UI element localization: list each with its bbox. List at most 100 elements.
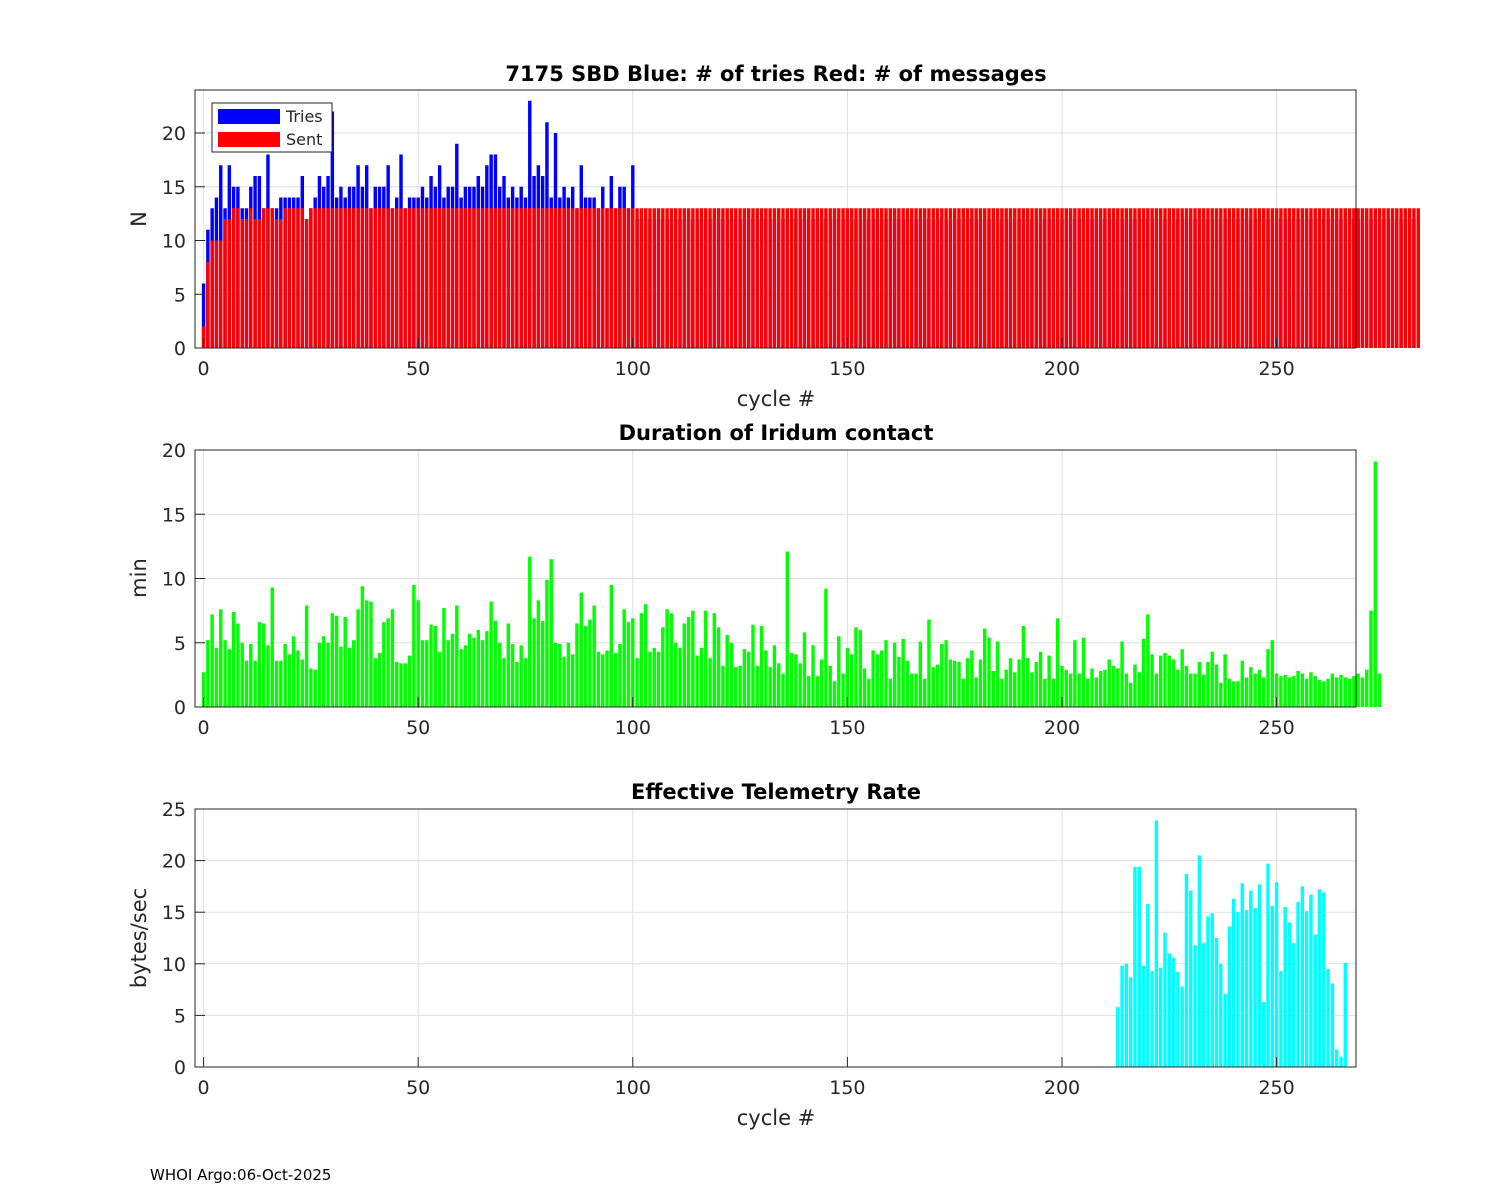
bar-rate	[1300, 886, 1305, 1067]
bar-duration	[364, 600, 369, 707]
bar-duration	[669, 613, 674, 707]
bar-rate	[1249, 890, 1253, 1067]
bar-sent	[1176, 208, 1180, 348]
bar-sent	[867, 208, 871, 348]
x-tick-label: 250	[1258, 358, 1294, 380]
bar-sent	[652, 208, 656, 348]
bar-sent	[609, 208, 614, 348]
bar-duration	[734, 667, 738, 707]
bar-duration	[437, 651, 442, 707]
bar-duration	[1244, 677, 1249, 707]
bar-sent	[261, 208, 266, 348]
bar-sent	[764, 208, 768, 348]
bar-sent	[777, 208, 781, 348]
bar-duration	[1210, 651, 1214, 707]
bar-duration	[609, 584, 614, 707]
y-tick-label: 0	[174, 1057, 186, 1079]
y-tick-label: 5	[174, 633, 186, 655]
bar-duration	[768, 667, 772, 707]
bar-duration	[781, 673, 785, 707]
bar-sent	[1365, 208, 1369, 348]
bar-sent	[266, 208, 270, 348]
bar-duration	[596, 651, 601, 707]
bar-sent	[304, 219, 309, 348]
bar-sent	[1407, 208, 1412, 348]
bar-sent	[519, 208, 523, 348]
bar-duration	[652, 647, 656, 707]
bar-duration	[948, 659, 953, 707]
chart-duration: 0 50 100 150 200 250 0 5 10 15 20 Duration of Irid…	[127, 421, 1382, 739]
bar-sent	[952, 208, 957, 348]
bar-duration	[601, 654, 605, 707]
bar-duration	[343, 617, 347, 707]
bar-sent	[480, 208, 485, 348]
chart-tries-sent: 0 50 100 150 200 250 0 5 10 15 20 7175 SBD Blue: #…	[127, 62, 1420, 411]
bar-duration	[961, 678, 965, 707]
bar-duration	[304, 605, 309, 707]
bar-duration	[1266, 649, 1270, 707]
bar-duration	[390, 609, 395, 707]
bar-rate	[1124, 963, 1129, 1067]
bar-sent	[231, 208, 236, 348]
bar-sent	[416, 208, 420, 348]
bar-sent	[1146, 208, 1150, 348]
x-tick-label: 150	[829, 358, 865, 380]
bar-duration	[631, 618, 635, 707]
bar-sent	[1253, 208, 1257, 348]
bar-duration	[352, 640, 356, 707]
bar-duration	[867, 678, 871, 707]
bar-rate	[1339, 1056, 1343, 1067]
bar-rate	[1197, 855, 1202, 1067]
bar-sent	[253, 219, 257, 348]
x-tick-label: 250	[1258, 717, 1294, 739]
bar-duration	[712, 613, 717, 707]
bar-rate	[1210, 913, 1214, 1067]
bar-duration	[489, 601, 493, 707]
bar-duration	[751, 624, 755, 707]
bar-duration	[613, 653, 618, 707]
bar-duration	[1347, 678, 1352, 707]
y-tick-label: 10	[162, 569, 186, 591]
bar-duration	[1304, 678, 1309, 707]
bar-sent	[270, 208, 274, 348]
bar-duration	[1334, 677, 1339, 707]
bar-duration	[841, 673, 845, 707]
bar-sent	[854, 208, 858, 348]
bar-duration	[257, 622, 262, 707]
bar-sent	[1403, 208, 1408, 348]
bar-duration	[862, 668, 867, 707]
bar-duration	[476, 629, 480, 707]
chart-title-2: Duration of Iridum contact	[619, 421, 934, 445]
bar-duration	[1150, 654, 1154, 707]
y-tick-label: 15	[162, 177, 186, 199]
bar-sent	[1369, 208, 1373, 348]
bar-duration	[695, 655, 699, 707]
bar-sent	[214, 240, 219, 348]
bar-sent	[699, 208, 704, 348]
bar-sent	[1227, 208, 1232, 348]
bar-sent	[1326, 208, 1330, 348]
bar-duration	[317, 642, 322, 707]
bar-duration	[373, 658, 377, 707]
bar-sent	[1111, 208, 1116, 348]
bar-sent	[798, 208, 802, 348]
bar-duration	[892, 642, 897, 707]
bar-sent	[987, 208, 991, 348]
bar-duration	[287, 654, 292, 707]
bar-duration	[292, 636, 296, 707]
bar-duration	[1154, 673, 1159, 707]
bar-rate	[1334, 1049, 1339, 1067]
bar-duration	[223, 640, 227, 707]
bar-duration	[708, 658, 712, 707]
bar-sent	[901, 208, 905, 348]
bar-sent	[219, 240, 223, 348]
bar-sent	[1300, 208, 1305, 348]
bar-duration	[1227, 678, 1232, 707]
bar-sent	[395, 208, 399, 348]
bar-sent	[1266, 208, 1270, 348]
bar-sent	[944, 208, 948, 348]
bar-sent	[515, 208, 519, 348]
bar-sent	[502, 208, 506, 348]
bar-sent	[1219, 208, 1223, 348]
bar-sent	[957, 208, 961, 348]
